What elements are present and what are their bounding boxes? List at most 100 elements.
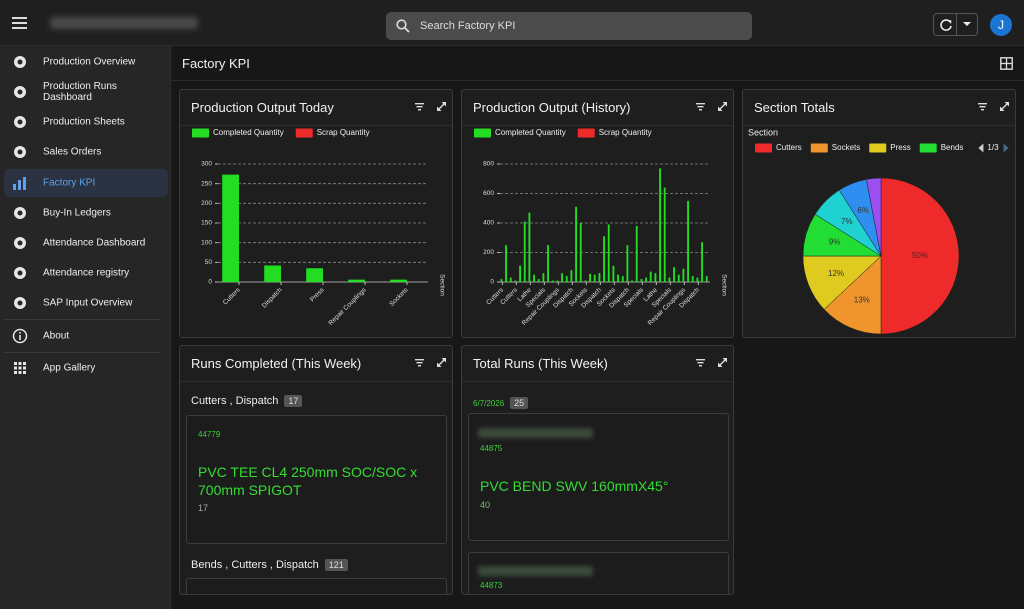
nav-item[interactable]: Attendance Dashboard (4, 229, 168, 257)
nav-item[interactable]: Sales Orders (4, 138, 168, 166)
bar (603, 236, 605, 282)
nav-item[interactable]: Production Overview (4, 48, 168, 76)
bar (542, 273, 545, 282)
nav-item[interactable]: Production Sheets (4, 108, 168, 136)
nav-label: Production Runs Dashboard (43, 81, 117, 103)
nav-icon (14, 362, 26, 374)
bar (593, 274, 596, 282)
filter-button[interactable] (414, 357, 425, 368)
legend-label: Scrap Quantity (317, 128, 370, 137)
nav-item[interactable]: Buy-In Ledgers (4, 199, 168, 227)
card-header: Production Output Today (180, 90, 452, 126)
layout-button[interactable] (1000, 57, 1013, 70)
run-item[interactable]: 44779 PVC TEE CL4 250mm SOC/SOC x 700mm … (186, 415, 447, 544)
bar (551, 280, 554, 282)
run-id: 44875 (480, 444, 503, 453)
data-label: 50% (912, 251, 928, 260)
card-header: Production Output (History) (462, 90, 733, 126)
card-title: Production Output Today (191, 100, 334, 115)
blurred-text (478, 566, 593, 576)
legend-swatch (919, 143, 937, 153)
legend-swatch (755, 143, 772, 153)
bar (561, 273, 563, 282)
bar (612, 265, 615, 282)
data-label: 6% (857, 206, 869, 215)
expand-button[interactable] (717, 101, 728, 112)
card-title: Total Runs (This Week) (473, 356, 608, 371)
filter-button[interactable] (414, 101, 425, 112)
bar (589, 273, 591, 282)
legend-swatch (295, 128, 313, 138)
expand-button[interactable] (717, 357, 728, 368)
data-label: 9% (829, 238, 841, 247)
run-item[interactable]: 44875 PVC BEND SWV 160mmX45° 40 (468, 413, 729, 541)
filter-button[interactable] (695, 101, 706, 112)
nav-label: Factory KPI (43, 177, 96, 189)
chart-card: Production Output (History) Completed Qu… (461, 89, 734, 338)
bar (621, 276, 624, 282)
search-icon (396, 19, 410, 33)
run-item[interactable] (186, 578, 447, 594)
x-axis-label: Section (720, 274, 727, 296)
y-tick-label: 600 (483, 190, 494, 197)
chart: Completed Quantity Scrap Quantity 0 50 100 15… (192, 128, 445, 327)
avatar[interactable]: J (990, 14, 1012, 36)
total-runs-card: Total Runs (This Week) 6/7/2026 25 44875 … (461, 345, 734, 595)
nav-icon (12, 328, 28, 344)
expand-button[interactable] (436, 101, 447, 112)
y-tick-label: 200 (201, 200, 212, 207)
group-header: Bends , Cutters , Dispatch 121 (191, 559, 348, 571)
card-title: Section Totals (754, 100, 835, 115)
bar (509, 277, 512, 282)
y-tick-label: 100 (201, 239, 212, 246)
nav-item[interactable]: SAP Input Overview (4, 289, 168, 317)
nav-icon (14, 267, 26, 279)
x-tick-label: Sockets (388, 286, 410, 308)
nav-icon (14, 297, 26, 309)
bar (654, 273, 657, 282)
bar (607, 224, 610, 282)
menu-button[interactable] (12, 17, 28, 29)
nav-label: Attendance registry (43, 267, 130, 279)
bar (500, 279, 503, 282)
search-box[interactable]: Search Factory KPI (386, 12, 752, 40)
nav-icon (14, 237, 26, 249)
bar (626, 245, 629, 282)
expand-button[interactable] (999, 101, 1010, 112)
nav-icon (13, 177, 26, 190)
count-badge: 121 (324, 559, 348, 571)
search-placeholder: Search Factory KPI (420, 20, 516, 32)
filter-button[interactable] (695, 357, 706, 368)
nav-label: Production Overview (43, 56, 136, 68)
nav-item[interactable]: App Gallery (4, 354, 168, 382)
nav-icon (14, 146, 26, 158)
nav-item[interactable]: Attendance registry (4, 259, 168, 287)
y-tick-label: 300 (201, 161, 212, 168)
filter-button[interactable] (977, 101, 988, 112)
chart: Completed Quantity Scrap Quantity 0 200 400 6… (474, 128, 727, 327)
nav-item[interactable]: Production Runs Dashboard (4, 78, 168, 106)
refresh-icon (940, 19, 952, 31)
expand-button[interactable] (436, 357, 447, 368)
group-header: Cutters , Dispatch 17 (191, 395, 303, 407)
legend-label: Completed Quantity (495, 128, 566, 137)
nav-item[interactable]: About (4, 322, 168, 350)
bar (306, 268, 323, 282)
run-qty: 17 (198, 503, 209, 513)
bar (523, 221, 526, 282)
nav-item[interactable]: Factory KPI (4, 169, 168, 197)
legend-swatch (810, 143, 828, 153)
legend-prev (978, 143, 984, 153)
divider (4, 319, 159, 320)
refresh-button[interactable] (933, 13, 978, 36)
x-tick-label: Press (309, 286, 326, 303)
chart: Section Cutters Sockets Press Bends 1/3 50% 13%… (748, 127, 1009, 335)
legend-swatch (474, 128, 491, 138)
legend-page: 1/3 (987, 143, 999, 152)
card-title: Production Output (History) (473, 100, 631, 115)
dropdown-arrow (963, 22, 971, 26)
run-item[interactable]: 44873 (468, 552, 729, 594)
app-name-blurred (50, 17, 198, 29)
y-tick-label: 150 (201, 220, 212, 227)
x-axis-label: Section (438, 274, 445, 296)
